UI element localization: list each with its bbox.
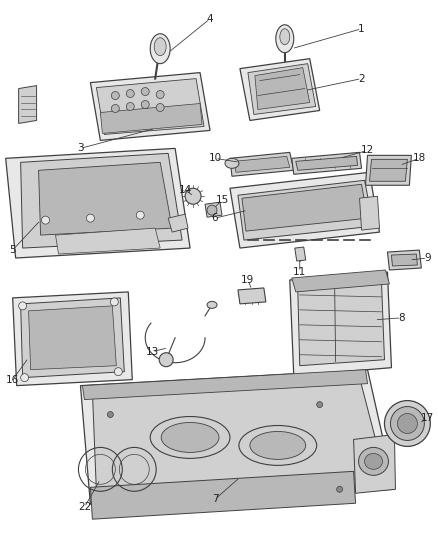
Polygon shape [255, 68, 310, 109]
Circle shape [111, 104, 119, 112]
Ellipse shape [397, 414, 417, 433]
Circle shape [317, 401, 323, 408]
Circle shape [141, 87, 149, 95]
Polygon shape [205, 202, 222, 217]
Text: 14: 14 [178, 185, 192, 195]
Ellipse shape [161, 423, 219, 453]
Polygon shape [298, 282, 385, 366]
Ellipse shape [207, 301, 217, 309]
Polygon shape [392, 254, 417, 266]
Ellipse shape [250, 432, 306, 459]
Polygon shape [230, 172, 379, 248]
Polygon shape [248, 63, 316, 115]
Ellipse shape [390, 407, 424, 440]
Text: 6: 6 [212, 213, 218, 223]
Polygon shape [81, 370, 395, 504]
Polygon shape [13, 292, 132, 385]
Circle shape [185, 188, 201, 204]
Polygon shape [92, 378, 385, 491]
Ellipse shape [385, 401, 430, 447]
Circle shape [156, 91, 164, 99]
Polygon shape [21, 154, 182, 248]
Text: 10: 10 [208, 154, 222, 163]
Polygon shape [6, 148, 190, 258]
Ellipse shape [150, 34, 170, 63]
Text: 3: 3 [77, 143, 84, 154]
Polygon shape [240, 59, 320, 120]
Polygon shape [168, 214, 188, 232]
Polygon shape [366, 155, 411, 185]
Ellipse shape [359, 447, 389, 475]
Circle shape [21, 374, 28, 382]
Polygon shape [292, 152, 361, 174]
Polygon shape [295, 247, 306, 261]
Text: 13: 13 [145, 347, 159, 357]
Ellipse shape [280, 29, 290, 45]
Polygon shape [296, 156, 357, 171]
Ellipse shape [154, 38, 166, 55]
Text: 11: 11 [293, 267, 306, 277]
Polygon shape [388, 250, 421, 270]
Polygon shape [39, 163, 172, 235]
Circle shape [126, 102, 134, 110]
Polygon shape [370, 159, 407, 181]
Text: 15: 15 [215, 195, 229, 205]
Circle shape [337, 486, 343, 492]
Polygon shape [292, 270, 389, 292]
Text: 9: 9 [424, 253, 431, 263]
Polygon shape [230, 152, 294, 176]
Polygon shape [90, 471, 356, 519]
Circle shape [42, 216, 49, 224]
Circle shape [126, 90, 134, 98]
Circle shape [207, 205, 217, 215]
Polygon shape [360, 196, 379, 230]
Text: 7: 7 [212, 494, 218, 504]
Circle shape [159, 353, 173, 367]
Polygon shape [56, 228, 160, 254]
Polygon shape [234, 156, 290, 172]
Polygon shape [28, 306, 117, 370]
Polygon shape [100, 103, 202, 133]
Text: 16: 16 [6, 375, 19, 385]
Text: 12: 12 [361, 146, 374, 155]
Circle shape [110, 298, 118, 306]
Text: 2: 2 [358, 74, 365, 84]
Text: 19: 19 [241, 275, 254, 285]
Text: 4: 4 [207, 14, 213, 24]
Circle shape [19, 302, 27, 310]
Text: 5: 5 [9, 245, 16, 255]
Polygon shape [82, 370, 367, 400]
Text: 17: 17 [421, 413, 434, 423]
Polygon shape [21, 298, 124, 378]
Polygon shape [19, 86, 37, 124]
Text: 18: 18 [413, 154, 426, 163]
Circle shape [114, 368, 122, 376]
Polygon shape [290, 272, 392, 376]
Ellipse shape [364, 454, 382, 470]
Circle shape [141, 101, 149, 109]
Ellipse shape [150, 416, 230, 458]
Circle shape [107, 411, 113, 417]
Circle shape [86, 214, 95, 222]
Ellipse shape [239, 425, 317, 465]
Circle shape [111, 92, 119, 100]
Circle shape [136, 211, 144, 219]
Ellipse shape [225, 158, 239, 168]
Polygon shape [242, 184, 367, 231]
Polygon shape [90, 72, 210, 140]
Polygon shape [353, 434, 396, 493]
Ellipse shape [276, 25, 294, 53]
Polygon shape [238, 288, 266, 304]
Polygon shape [238, 180, 374, 240]
Circle shape [156, 103, 164, 111]
Polygon shape [96, 78, 204, 134]
Text: 8: 8 [398, 313, 405, 323]
Text: 1: 1 [358, 24, 365, 34]
Text: 22: 22 [78, 502, 91, 512]
